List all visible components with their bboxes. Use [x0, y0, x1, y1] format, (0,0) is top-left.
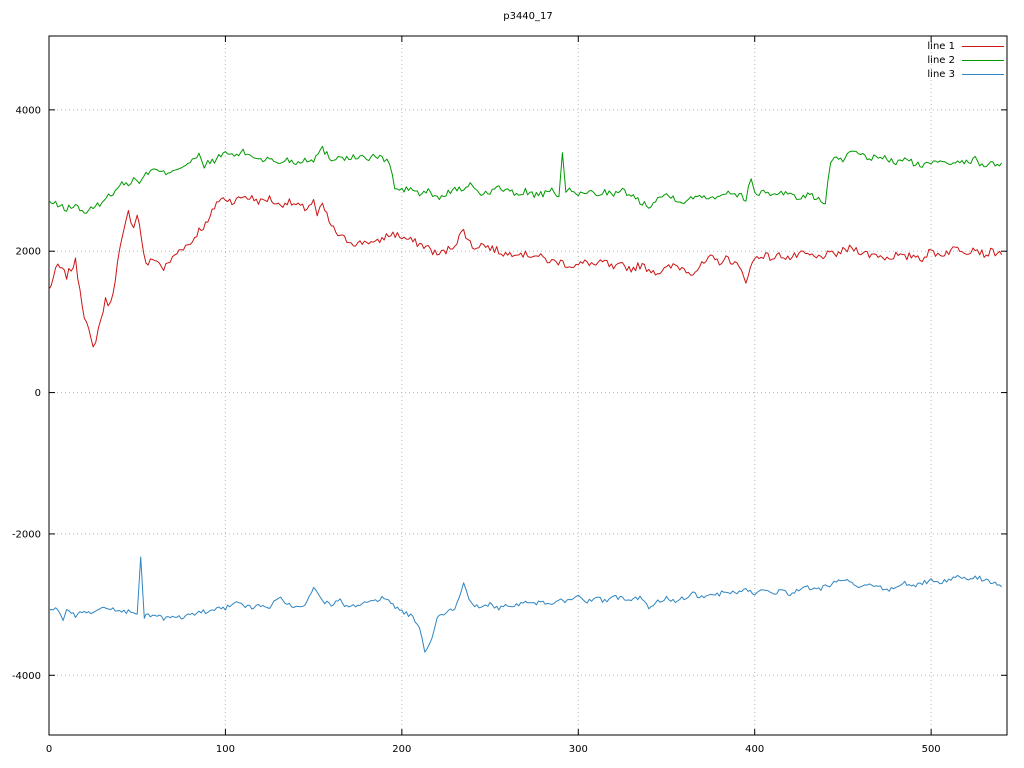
legend: line 1 line 2 line 3 [927, 41, 1004, 80]
legend-line-sample [962, 60, 1004, 61]
x-tick-label: 300 [569, 744, 588, 755]
legend-label: line 3 [927, 69, 955, 80]
x-tick-label: 0 [46, 744, 52, 755]
x-tick-label: 200 [392, 744, 411, 755]
legend-item: line 3 [927, 69, 1004, 80]
legend-label: line 1 [927, 41, 955, 52]
x-tick-label: 500 [922, 744, 941, 755]
y-tick-label: 0 [35, 388, 41, 399]
series-line-1 [48, 195, 1003, 348]
x-tick-label: 100 [216, 744, 235, 755]
y-tick-label: -2000 [12, 529, 41, 540]
y-tick-label: 2000 [16, 247, 41, 258]
x-tick-label: 400 [745, 744, 764, 755]
legend-item: line 2 [927, 55, 1004, 66]
legend-item: line 1 [927, 41, 1004, 52]
legend-line-sample [962, 74, 1004, 75]
plot-border [48, 35, 1008, 736]
y-tick-label: -4000 [12, 671, 41, 682]
series-line-2 [48, 145, 1003, 214]
series-line-3 [48, 556, 1003, 653]
chart-title: p3440_17 [503, 11, 553, 22]
legend-line-sample [962, 46, 1004, 47]
y-tick-label: 4000 [16, 105, 41, 116]
legend-label: line 2 [927, 55, 955, 66]
